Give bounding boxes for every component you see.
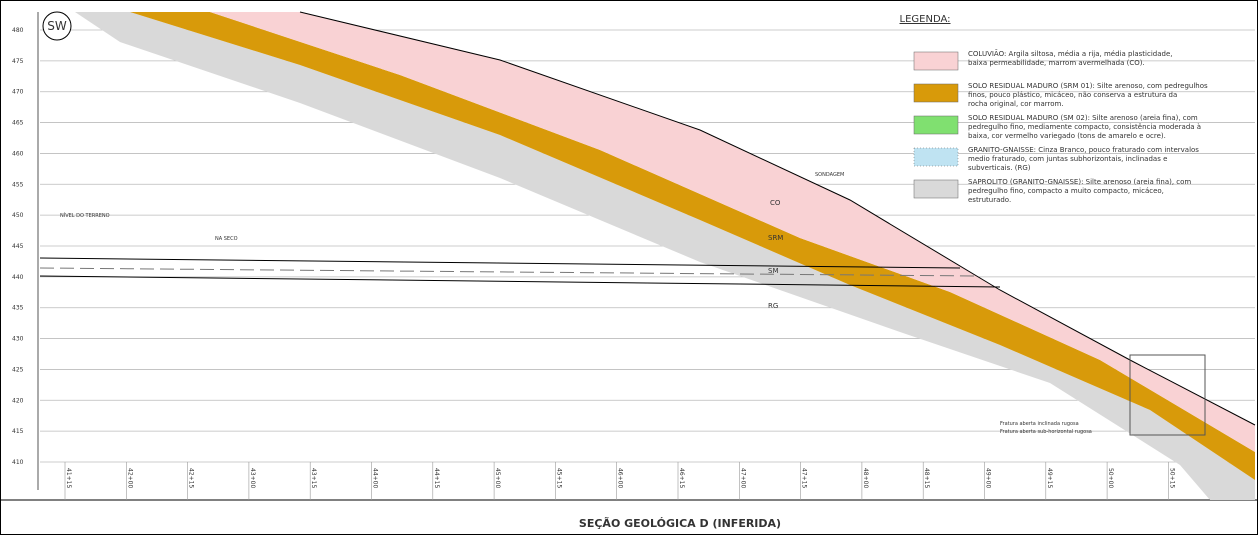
elevation-label: 440	[12, 274, 24, 281]
station-label: 45+00	[494, 468, 501, 488]
note: NÍVEL DO TERRENO	[60, 212, 110, 219]
station-label: 49+00	[985, 468, 992, 488]
legend-label: SOLO RESIDUAL MADURO (SM 02): Silte aren…	[968, 114, 1201, 140]
saprolite-layer	[75, 12, 1255, 500]
borehole-box	[1129, 354, 1206, 436]
legend-label: SAPROLITO (GRANITO-GNAISSE): Silte areno…	[968, 178, 1191, 204]
layer-label: SM	[768, 267, 778, 275]
station-label: 43+15	[310, 468, 317, 488]
note: SONDAGEM	[815, 172, 844, 178]
elevation-label: 475	[12, 58, 24, 65]
layer-label: RG	[768, 302, 778, 310]
elevation-label: 435	[12, 305, 24, 312]
station-label: 49+15	[1046, 468, 1053, 488]
legend-swatch	[913, 115, 959, 135]
elevation-label: 465	[12, 120, 24, 127]
legend-swatch	[913, 51, 959, 71]
legend-title: LEGENDA:	[900, 14, 951, 25]
station-label: 45+15	[555, 468, 562, 488]
elevation-label: 445	[12, 243, 24, 250]
station-label: 46+15	[678, 468, 685, 488]
elevation-label: 430	[12, 336, 24, 343]
station-label: 44+00	[372, 468, 379, 488]
station-label: 50+00	[1107, 468, 1114, 488]
note: NA SECO	[215, 236, 238, 242]
orientation: SW	[47, 19, 67, 33]
station-label: 47+00	[739, 468, 746, 488]
reference-line	[39, 275, 1001, 288]
station-label: 46+00	[617, 468, 624, 488]
station-label: 42+15	[188, 468, 195, 488]
elevation-label: 410	[12, 459, 24, 466]
legend-swatch	[913, 83, 959, 103]
elevation-label: 455	[12, 181, 24, 188]
station-label: 43+00	[249, 468, 256, 488]
water-table	[39, 267, 981, 277]
legend-swatch	[913, 147, 959, 167]
note: Fratura aberta sub-horizontal rugosa	[1000, 429, 1092, 435]
legend-label: GRANITO-GNAISSE: Cinza Branco, pouco fra…	[968, 146, 1199, 172]
note: Fratura aberta inclinada rugosa	[1000, 421, 1079, 427]
station-label: 50+15	[1168, 468, 1175, 488]
orientation-circle	[42, 11, 72, 41]
elevation-label: 420	[12, 397, 24, 404]
elevation-label: 425	[12, 366, 24, 373]
layer-label: CO	[770, 199, 781, 207]
elevation-label: 450	[12, 212, 24, 219]
station-label: 48+15	[923, 468, 930, 488]
station-label: 47+15	[801, 468, 808, 488]
elevation-label: 470	[12, 89, 24, 96]
reference-line	[39, 257, 961, 269]
legend-label: COLUVIÃO: Argila siltosa, média a rija, …	[968, 49, 1173, 67]
station-label: 41+15	[65, 468, 72, 488]
legend-label: SOLO RESIDUAL MADURO (SRM 01): Silte are…	[968, 82, 1208, 108]
layer-label: SRM	[768, 234, 783, 242]
elevation-label: 480	[12, 27, 24, 34]
section-title: SEÇÃO GEOLÓGICA D (INFERIDA)	[579, 517, 781, 530]
elevation-label: 460	[12, 150, 24, 157]
station-label: 42+00	[126, 468, 133, 488]
station-label: 48+00	[862, 468, 869, 488]
elevation-label: 415	[12, 428, 24, 435]
legend-swatch	[913, 179, 959, 199]
station-label: 44+15	[433, 468, 440, 488]
